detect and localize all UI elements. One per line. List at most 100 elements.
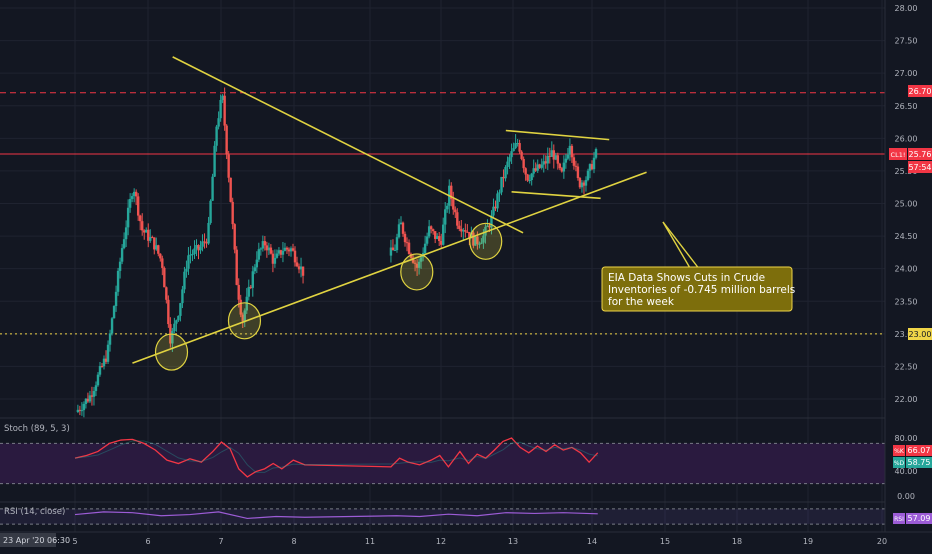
candle-body — [263, 241, 267, 246]
candle-body — [259, 248, 263, 250]
candle-body — [84, 398, 88, 404]
candle-body — [450, 185, 453, 200]
candle-body — [233, 224, 236, 250]
price-tick-label: 27.50 — [895, 37, 918, 46]
time-axis[interactable]: 5 6 7 8 11 12 13 14 15 18 19 20 23 Apr '20 06:30 — [0, 531, 932, 547]
candle-body — [512, 148, 515, 152]
candle-body — [494, 206, 497, 209]
candle-body — [407, 242, 411, 254]
candle-body — [562, 162, 566, 172]
candle-body — [128, 198, 132, 208]
candle-body — [560, 168, 564, 172]
candle-body — [429, 226, 433, 230]
highlight-circle — [227, 302, 262, 340]
candle-body — [112, 306, 116, 319]
candle-body — [147, 229, 150, 241]
rsi-line — [74, 511, 598, 520]
candle-body — [241, 314, 244, 322]
candle-body — [281, 250, 285, 255]
callout-pointer-line — [662, 221, 701, 271]
candle-body — [480, 242, 483, 244]
candle-body — [454, 209, 457, 213]
price-badge-support: 23.00 — [908, 328, 932, 340]
candle-body — [536, 164, 539, 171]
candle-body — [490, 215, 493, 228]
candle-body — [301, 266, 305, 276]
candle-body — [486, 225, 489, 227]
candle-body — [576, 166, 580, 179]
candle-body — [96, 374, 100, 386]
candle-body — [183, 271, 186, 290]
candle-body — [437, 236, 441, 242]
candle-body — [195, 244, 198, 249]
candle-body — [126, 207, 130, 228]
candle-body — [526, 174, 529, 181]
price-tick-label: 25.50 — [895, 167, 918, 176]
candle-body — [76, 409, 80, 413]
stoch-d-value: 58.75 — [908, 458, 931, 467]
time-tick-label: 8 — [291, 537, 296, 546]
annotation-line-3: for the week — [608, 296, 675, 308]
price-tick-label: 23.00 — [895, 330, 918, 339]
annotation-callout[interactable]: EIA Data Shows Cuts in Crude Inventories… — [601, 221, 795, 312]
candle-body — [584, 179, 588, 186]
candle-body — [546, 155, 549, 164]
candle-body — [590, 164, 594, 170]
candle-body — [572, 157, 576, 166]
rsi-pane[interactable]: RSI (14, close) — [0, 501, 885, 525]
stoch-d-line — [74, 440, 598, 473]
trendlines[interactable] — [132, 56, 647, 364]
annotation-line-1: EIA Data Shows Cuts in Crude — [608, 272, 765, 284]
price-tick-label: 26.00 — [895, 134, 918, 143]
candle-body — [92, 391, 96, 397]
candle-body — [578, 178, 582, 188]
candle-body — [78, 409, 82, 411]
candle-body — [446, 205, 449, 210]
candle-body — [427, 226, 431, 237]
time-axis-ticks: 5 6 7 8 11 12 13 14 15 18 19 20 — [72, 537, 887, 546]
stoch-lines — [0, 437, 885, 485]
candle-body — [132, 191, 136, 197]
candle-body — [108, 333, 112, 345]
candle-body — [141, 221, 144, 231]
stoch-pane[interactable]: Stoch (89, 5, 3) — [0, 417, 885, 485]
candle-body — [423, 243, 427, 253]
price-tick-label: 25.00 — [895, 200, 918, 209]
time-tick-label: 11 — [365, 537, 375, 546]
candle-body — [409, 253, 413, 258]
candle-body — [249, 286, 252, 288]
candle-body — [245, 296, 248, 311]
candle-body — [231, 201, 234, 225]
last-price: 25.76 — [909, 150, 932, 159]
candle-body — [283, 247, 287, 251]
candle-body — [466, 231, 469, 233]
highlighted-lows[interactable] — [154, 222, 503, 371]
candle-body — [442, 224, 445, 245]
rsi-tag: RSI — [894, 516, 904, 523]
candle-body — [157, 245, 160, 254]
candle-body — [530, 173, 533, 181]
price-tick-label: 24.00 — [895, 265, 918, 274]
price-badge-resistance: 26.70 — [908, 85, 932, 97]
price-axis[interactable]: 22.00 22.50 23.00 23.50 24.00 24.50 25.00 25.50… — [884, 0, 918, 532]
time-tick-label: 5 — [72, 537, 77, 546]
stoch-badges: %K 66.07 %D 58.75 — [893, 445, 932, 468]
rsi-badge: RSI 57.09 — [893, 513, 932, 524]
time-tick-label: 15 — [660, 537, 670, 546]
candle-body — [165, 287, 168, 300]
highlight-circle — [469, 222, 503, 260]
candle-body — [255, 259, 259, 268]
candle-body — [518, 143, 521, 152]
candle-body — [574, 165, 578, 167]
candle-body — [213, 145, 216, 177]
candle-body — [159, 253, 162, 259]
candle-body — [568, 145, 572, 155]
candle-body — [215, 126, 218, 146]
candle-body — [122, 239, 126, 249]
callout-pointer-line-2 — [662, 221, 691, 269]
candle-body — [161, 258, 164, 268]
candle-body — [229, 177, 232, 202]
candle-body — [277, 250, 281, 254]
candle-body — [120, 248, 124, 262]
